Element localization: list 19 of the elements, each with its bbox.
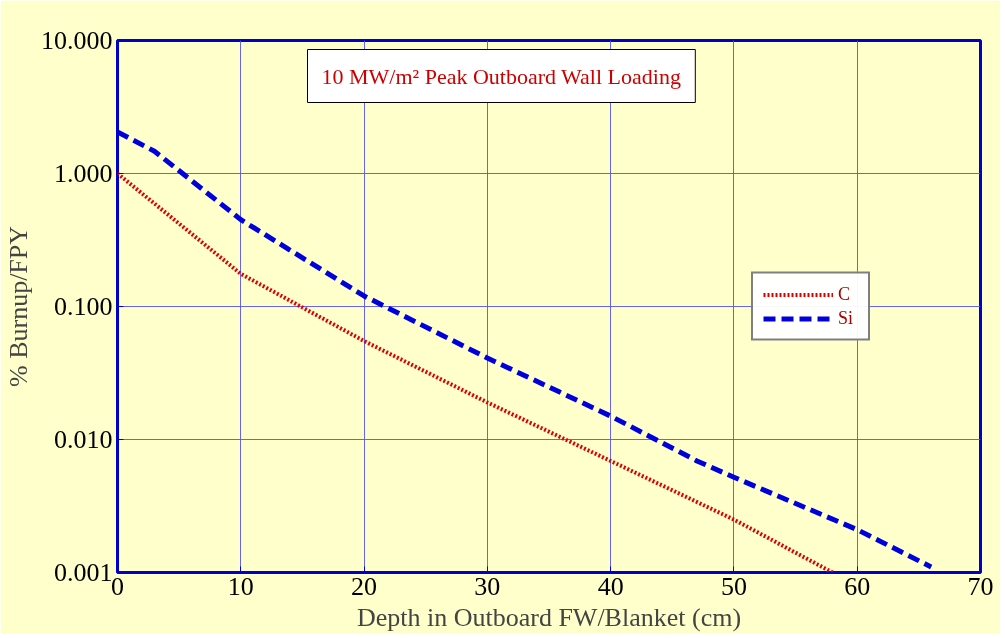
y-tick-label: 1.000 (54, 159, 113, 188)
x-tick-label: 40 (597, 571, 624, 601)
x-tick-label: 70 (967, 571, 994, 601)
y-tick-label: 0.010 (54, 425, 113, 454)
y-tick-label: 0.001 (54, 558, 113, 587)
x-tick-label: 0 (111, 571, 124, 601)
y-tick-label: 10.000 (41, 26, 113, 55)
x-tick-label: 50 (720, 571, 747, 601)
y-axis-title: % Burnup/FPY (4, 225, 33, 388)
y-tick-label: 0.100 (54, 292, 113, 321)
legend-label: Si (838, 307, 854, 329)
x-axis-title: Depth in Outboard FW/Blanket (cm) (356, 602, 742, 632)
x-tick-label: 10 (227, 571, 254, 601)
annotation: 10 MW/m² Peak Outboard Wall Loading (321, 63, 681, 89)
x-tick-label: 20 (351, 571, 378, 601)
legend-label: C (838, 283, 851, 305)
x-tick-label: 60 (844, 571, 871, 601)
line-series (117, 171, 835, 573)
x-tick-label: 30 (474, 571, 501, 601)
